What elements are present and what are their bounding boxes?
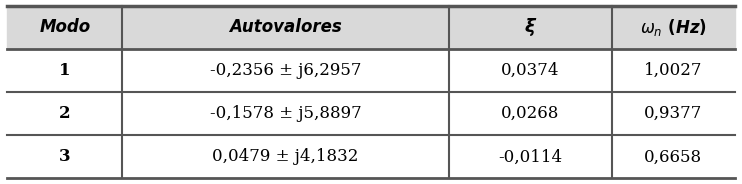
Text: $\boldsymbol{\xi}$: $\boldsymbol{\xi}$ <box>524 16 537 38</box>
Text: Autovalores: Autovalores <box>229 18 342 36</box>
Text: -0,1578 ± j5,8897: -0,1578 ± j5,8897 <box>210 105 361 122</box>
Text: 2: 2 <box>59 105 70 122</box>
Text: 0,0374: 0,0374 <box>502 62 559 79</box>
Text: 0,6658: 0,6658 <box>644 148 703 165</box>
Text: 0,0268: 0,0268 <box>502 105 559 122</box>
Text: 0,9377: 0,9377 <box>644 105 703 122</box>
Text: 3: 3 <box>59 148 70 165</box>
Text: 1: 1 <box>59 62 70 79</box>
Text: 1,0027: 1,0027 <box>644 62 703 79</box>
Text: $\boldsymbol{\omega_n}$ $\boldsymbol{(Hz)}$: $\boldsymbol{\omega_n}$ $\boldsymbol{(Hz… <box>640 17 707 38</box>
Text: 0,0479 ± j4,1832: 0,0479 ± j4,1832 <box>212 148 359 165</box>
Text: -0,0114: -0,0114 <box>499 148 562 165</box>
Text: Modo: Modo <box>39 18 91 36</box>
Bar <box>7 6 735 49</box>
Text: -0,2356 ± j6,2957: -0,2356 ± j6,2957 <box>210 62 361 79</box>
